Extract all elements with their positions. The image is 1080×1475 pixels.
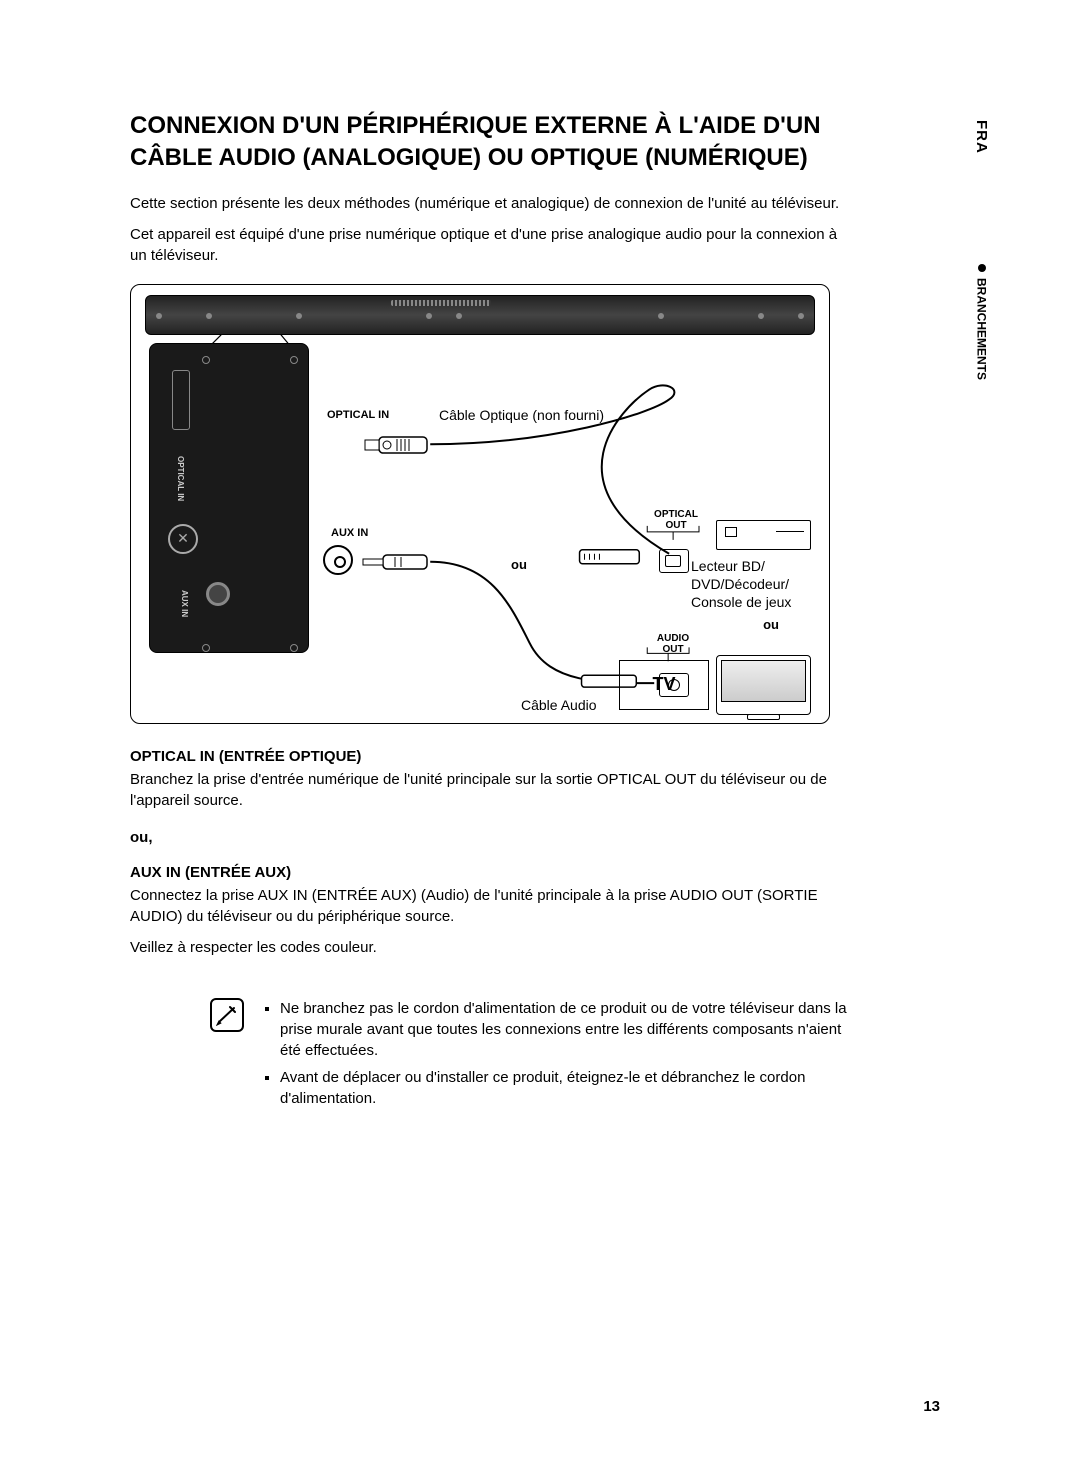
device-list-label: Lecteur BD/ DVD/Décodeur/ Console de jeu… <box>691 557 811 612</box>
optical-in-label: OPTICAL IN <box>327 409 389 421</box>
separator-ou: ou, <box>130 829 950 846</box>
optical-plug-icon <box>361 435 431 455</box>
optical-out-label: OPTICALOUT <box>641 509 711 531</box>
page-number: 13 <box>923 1398 940 1415</box>
tv-icon <box>716 655 811 715</box>
optical-out-port-icon <box>659 549 689 573</box>
note-item-1: Ne branchez pas le cordon d'alimentation… <box>280 998 850 1061</box>
ou-label-2: ou <box>763 617 779 632</box>
connection-diagram: OPTICAL IN ✕ AUX IN OPTICAL IN Câble Opt… <box>130 284 830 724</box>
optical-in-body: Branchez la prise d'entrée numérique de … <box>130 769 850 811</box>
intro-paragraph-1: Cette section présente les deux méthodes… <box>130 193 850 214</box>
aux-in-heading: AUX IN (ENTRÉE AUX) <box>130 864 950 881</box>
tv-label-box: TV <box>619 660 709 710</box>
soundbar-graphic <box>145 295 815 335</box>
optical-in-heading: OPTICAL IN (ENTRÉE OPTIQUE) <box>130 748 950 765</box>
panel-aux-in-label: AUX IN <box>180 590 189 617</box>
aux-jack-icon <box>323 545 353 575</box>
note-item-2: Avant de déplacer ou d'installer ce prod… <box>280 1067 850 1109</box>
page-title: CONNEXION D'UN PÉRIPHÉRIQUE EXTERNE À L'… <box>130 110 850 175</box>
panel-badge-icon: ✕ <box>168 524 198 554</box>
aux-in-label: AUX IN <box>331 527 368 539</box>
aux-plug-icon <box>361 553 431 571</box>
intro-paragraph-2: Cet appareil est équipé d'une prise numé… <box>130 224 850 266</box>
detail-panel: OPTICAL IN ✕ AUX IN <box>149 343 309 653</box>
panel-optical-in-label: OPTICAL IN <box>176 456 185 501</box>
bd-player-icon <box>716 520 811 550</box>
cable-optique-label: Câble Optique (non fourni) <box>439 407 604 423</box>
bullet-icon <box>978 264 986 272</box>
ou-label-1: ou <box>511 557 527 572</box>
note-icon <box>210 998 244 1032</box>
aux-in-body-2: Veillez à respecter les codes couleur. <box>130 937 850 958</box>
note-block: Ne branchez pas le cordon d'alimentation… <box>130 998 850 1115</box>
cable-audio-label: Câble Audio <box>521 697 597 713</box>
audio-out-label: AUDIOOUT <box>643 633 703 655</box>
side-lang-tab: FRA <box>973 120 990 154</box>
aux-in-body-1: Connectez la prise AUX IN (ENTRÉE AUX) (… <box>130 885 850 927</box>
side-section-label: BRANCHEMENTS <box>975 278 989 380</box>
side-section-tab: BRANCHEMENTS <box>973 264 990 380</box>
